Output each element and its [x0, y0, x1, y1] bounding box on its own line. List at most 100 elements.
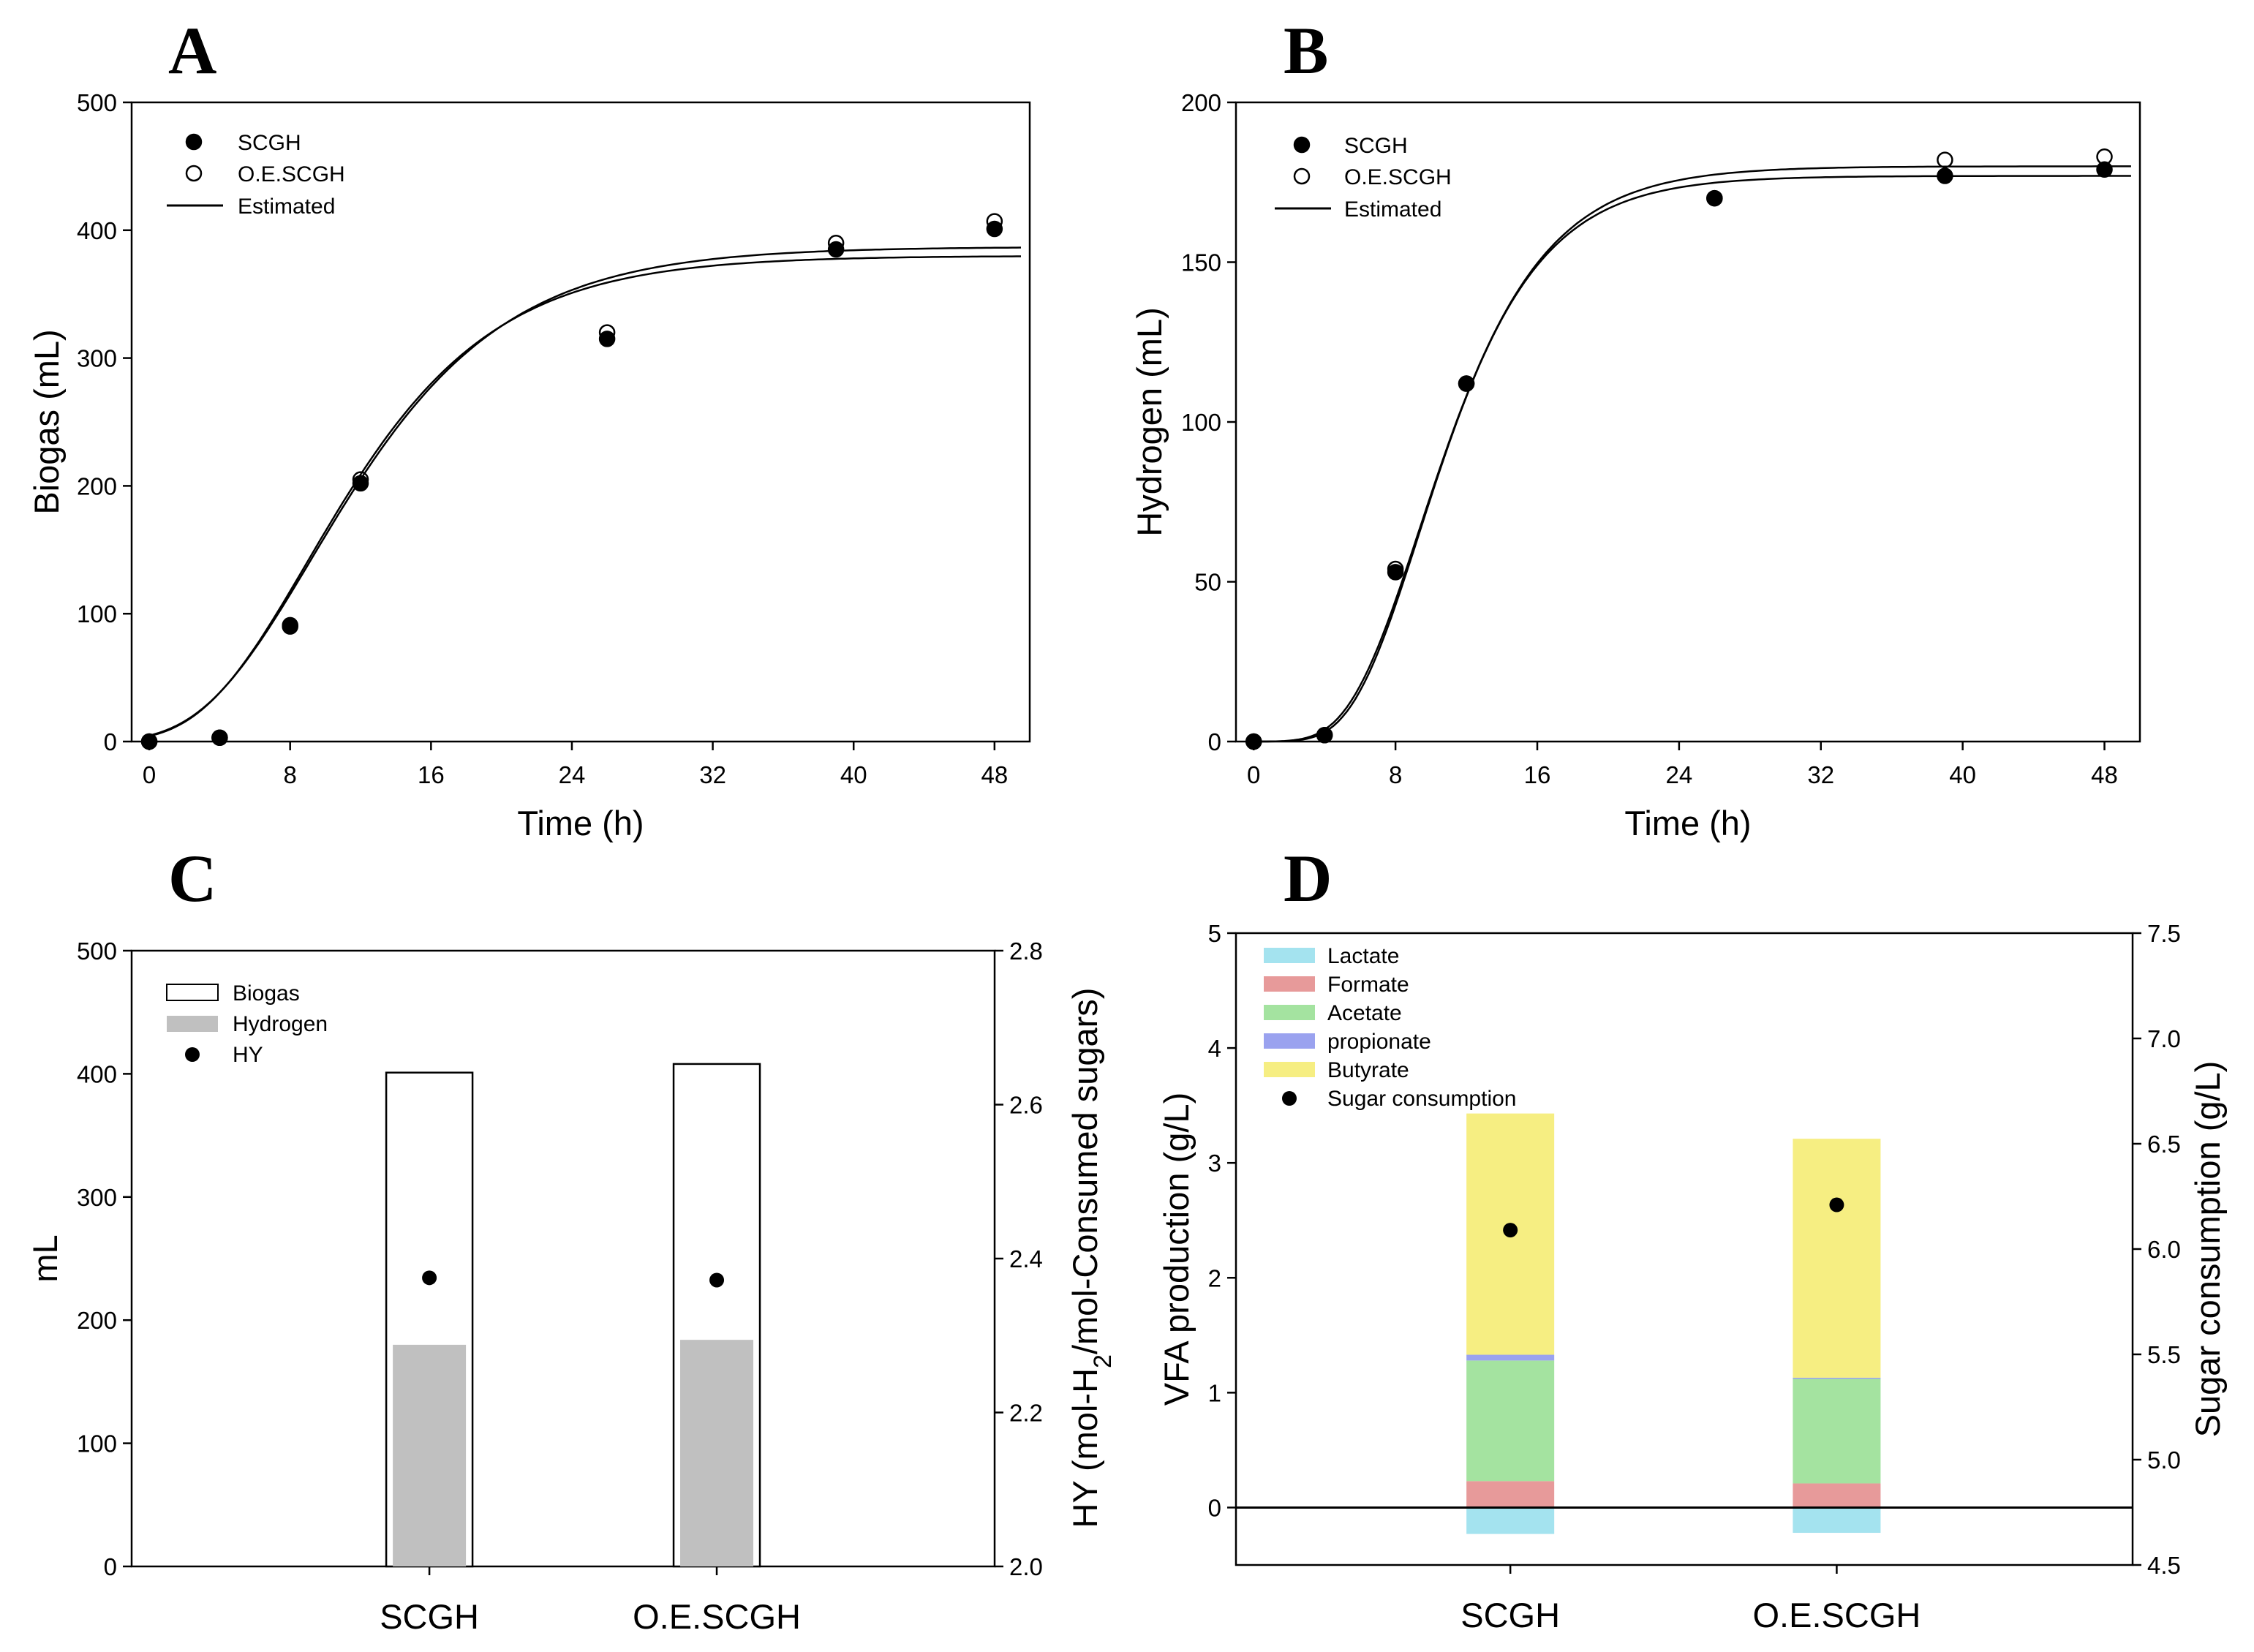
data-point-oescgh [140, 733, 158, 750]
bars-d [1236, 1113, 2133, 1534]
panel-d: D 0 1 2 3 4 5 4.5 5.0 5.5 6.0 6.5 7.0 7.5 SCGH O.E.S… [1157, 841, 2227, 1634]
x-tick-label: 0 [1247, 761, 1260, 788]
x-tick-label: 0 [143, 761, 156, 788]
data-point-oescgh [211, 729, 228, 747]
x-ticks-b: 0 8 16 24 32 40 48 [1247, 742, 2118, 788]
legend-label-butyrate: Butyrate [1327, 1058, 1409, 1082]
y2-ticks-d: 4.5 5.0 5.5 6.0 6.5 7.0 7.5 [2133, 920, 2181, 1579]
panel-a: A 0 8 16 24 32 40 48 0 100 200 300 400 500 Time (h)… [27, 13, 1031, 842]
fit-curves-a [148, 246, 1022, 737]
y-tick-label: 5 [1208, 920, 1221, 947]
y-tick-label: 0 [1208, 1494, 1221, 1521]
bar-segment-lactate [1466, 1507, 1555, 1534]
legend-swatch-lactate [1264, 948, 1315, 963]
data-point-scgh [598, 331, 616, 347]
legend-a: SCGH O.E.SCGH Estimated [167, 131, 345, 219]
data-point-oescgh [352, 471, 369, 488]
y-ticks-d: 0 1 2 3 4 5 [1208, 920, 1236, 1521]
category-label: O.E.SCGH [1753, 1596, 1921, 1634]
y-tick-label: 300 [77, 345, 117, 372]
plot-frame-a [130, 101, 1031, 743]
y-tick-label: 100 [77, 1430, 117, 1457]
category-label: O.E.SCGH [633, 1597, 801, 1636]
category-labels-d: SCGH O.E.SCGH [1460, 1565, 1921, 1634]
data-points-b [1245, 148, 2113, 750]
bar-segment-acetate [1793, 1378, 1881, 1484]
y-tick-label: 2 [1208, 1264, 1221, 1291]
y-tick-label: 400 [77, 1060, 117, 1087]
y-ticks-b: 0 50 100 150 200 [1181, 89, 1236, 755]
legend-b: SCGH O.E.SCGH Estimated [1275, 134, 1452, 222]
x-tick-label: 8 [1389, 761, 1402, 788]
data-point-scgh [827, 241, 845, 258]
bar-segment-butyrate [1793, 1139, 1881, 1378]
legend-marker-hy [185, 1047, 200, 1062]
legend-label-oescgh: O.E.SCGH [238, 162, 345, 186]
x-tick-label: 8 [284, 761, 297, 788]
x-tick-label: 16 [418, 761, 445, 788]
legend-label-scgh: SCGH [238, 131, 301, 155]
y2-title-part: HY (mol-H [1066, 1368, 1104, 1528]
data-point-oescgh [827, 235, 845, 252]
data-point-scgh [1937, 167, 1953, 184]
estimated-curve [1254, 175, 2131, 743]
data-point-oescgh [1706, 189, 1723, 207]
data-point-oescgh [1937, 151, 1953, 168]
y2-axis-title-d: Sugar consumption (g/L) [2188, 1061, 2227, 1438]
legend-marker-scgh [185, 133, 203, 151]
estimated-curve [148, 255, 1021, 737]
data-point-scgh [1387, 564, 1404, 581]
category-label: SCGH [1460, 1596, 1560, 1634]
legend-marker-sugar [1282, 1091, 1297, 1106]
category-label: SCGH [380, 1597, 479, 1636]
y-ticks-c: 0 100 200 300 400 500 [77, 938, 132, 1580]
y-tick-label: 100 [1181, 409, 1221, 436]
data-point-oescgh [1458, 375, 1475, 392]
y-tick-label: 300 [77, 1184, 117, 1211]
legend-label-propionate: propionate [1327, 1030, 1431, 1054]
legend-label-biogas: Biogas [233, 981, 300, 1006]
y2-tick-label: 7.0 [2147, 1025, 2181, 1052]
legend-label-oescgh: O.E.SCGH [1344, 165, 1452, 189]
legend-swatch-butyrate [1264, 1062, 1315, 1077]
legend-swatch-hydrogen [167, 1016, 218, 1032]
y-tick-label: 1 [1208, 1379, 1221, 1406]
data-point-oescgh [598, 324, 616, 341]
data-point-oescgh [986, 213, 1003, 230]
estimated-curve [1254, 165, 2131, 743]
legend-label-acetate: Acetate [1327, 1001, 1402, 1025]
legend-marker-oescgh [1293, 167, 1311, 185]
x-tick-label: 40 [840, 761, 867, 788]
data-point-oescgh [2096, 148, 2113, 165]
y-tick-label: 4 [1208, 1035, 1221, 1062]
y-tick-label: 500 [77, 938, 117, 965]
y2-tick-label: 4.5 [2147, 1552, 2181, 1579]
y2-tick-label: 2.8 [1009, 938, 1043, 965]
data-point-oescgh [1387, 560, 1404, 578]
y2-tick-label: 2.2 [1009, 1400, 1043, 1427]
bar-segment-propionate [1466, 1354, 1555, 1361]
x-tick-label: 24 [559, 761, 586, 788]
y-axis-title-c: mL [26, 1234, 64, 1282]
panel-label-c: C [168, 841, 216, 916]
panel-label-b: B [1284, 13, 1328, 88]
y2-tick-label: 6.0 [2147, 1236, 2181, 1263]
data-point-oescgh [1316, 727, 1333, 744]
y-tick-label: 100 [77, 600, 117, 627]
y2-ticks-c: 2.0 2.2 2.4 2.6 2.8 [995, 938, 1043, 1580]
y2-axis-title-c: HY (mol-H2/mol-Consumed sugars) [1066, 988, 1117, 1528]
bar-segment-formate [1466, 1481, 1555, 1508]
sugar-consumption-point [1829, 1197, 1844, 1212]
legend-swatch-biogas [166, 984, 219, 1001]
data-point-scgh [352, 475, 369, 492]
bars-c [385, 1063, 761, 1568]
legend-label-estimated: Estimated [1344, 197, 1441, 222]
y2-tick-label: 2.0 [1009, 1553, 1043, 1580]
hy-point [709, 1272, 725, 1288]
y-axis-title-b: Hydrogen (mL) [1130, 307, 1169, 536]
legend-label-sugar: Sugar consumption [1327, 1087, 1517, 1111]
x-tick-label: 16 [1524, 761, 1551, 788]
legend-marker-scgh [1293, 136, 1311, 154]
y-ticks-a: 0 100 200 300 400 500 [77, 89, 132, 755]
